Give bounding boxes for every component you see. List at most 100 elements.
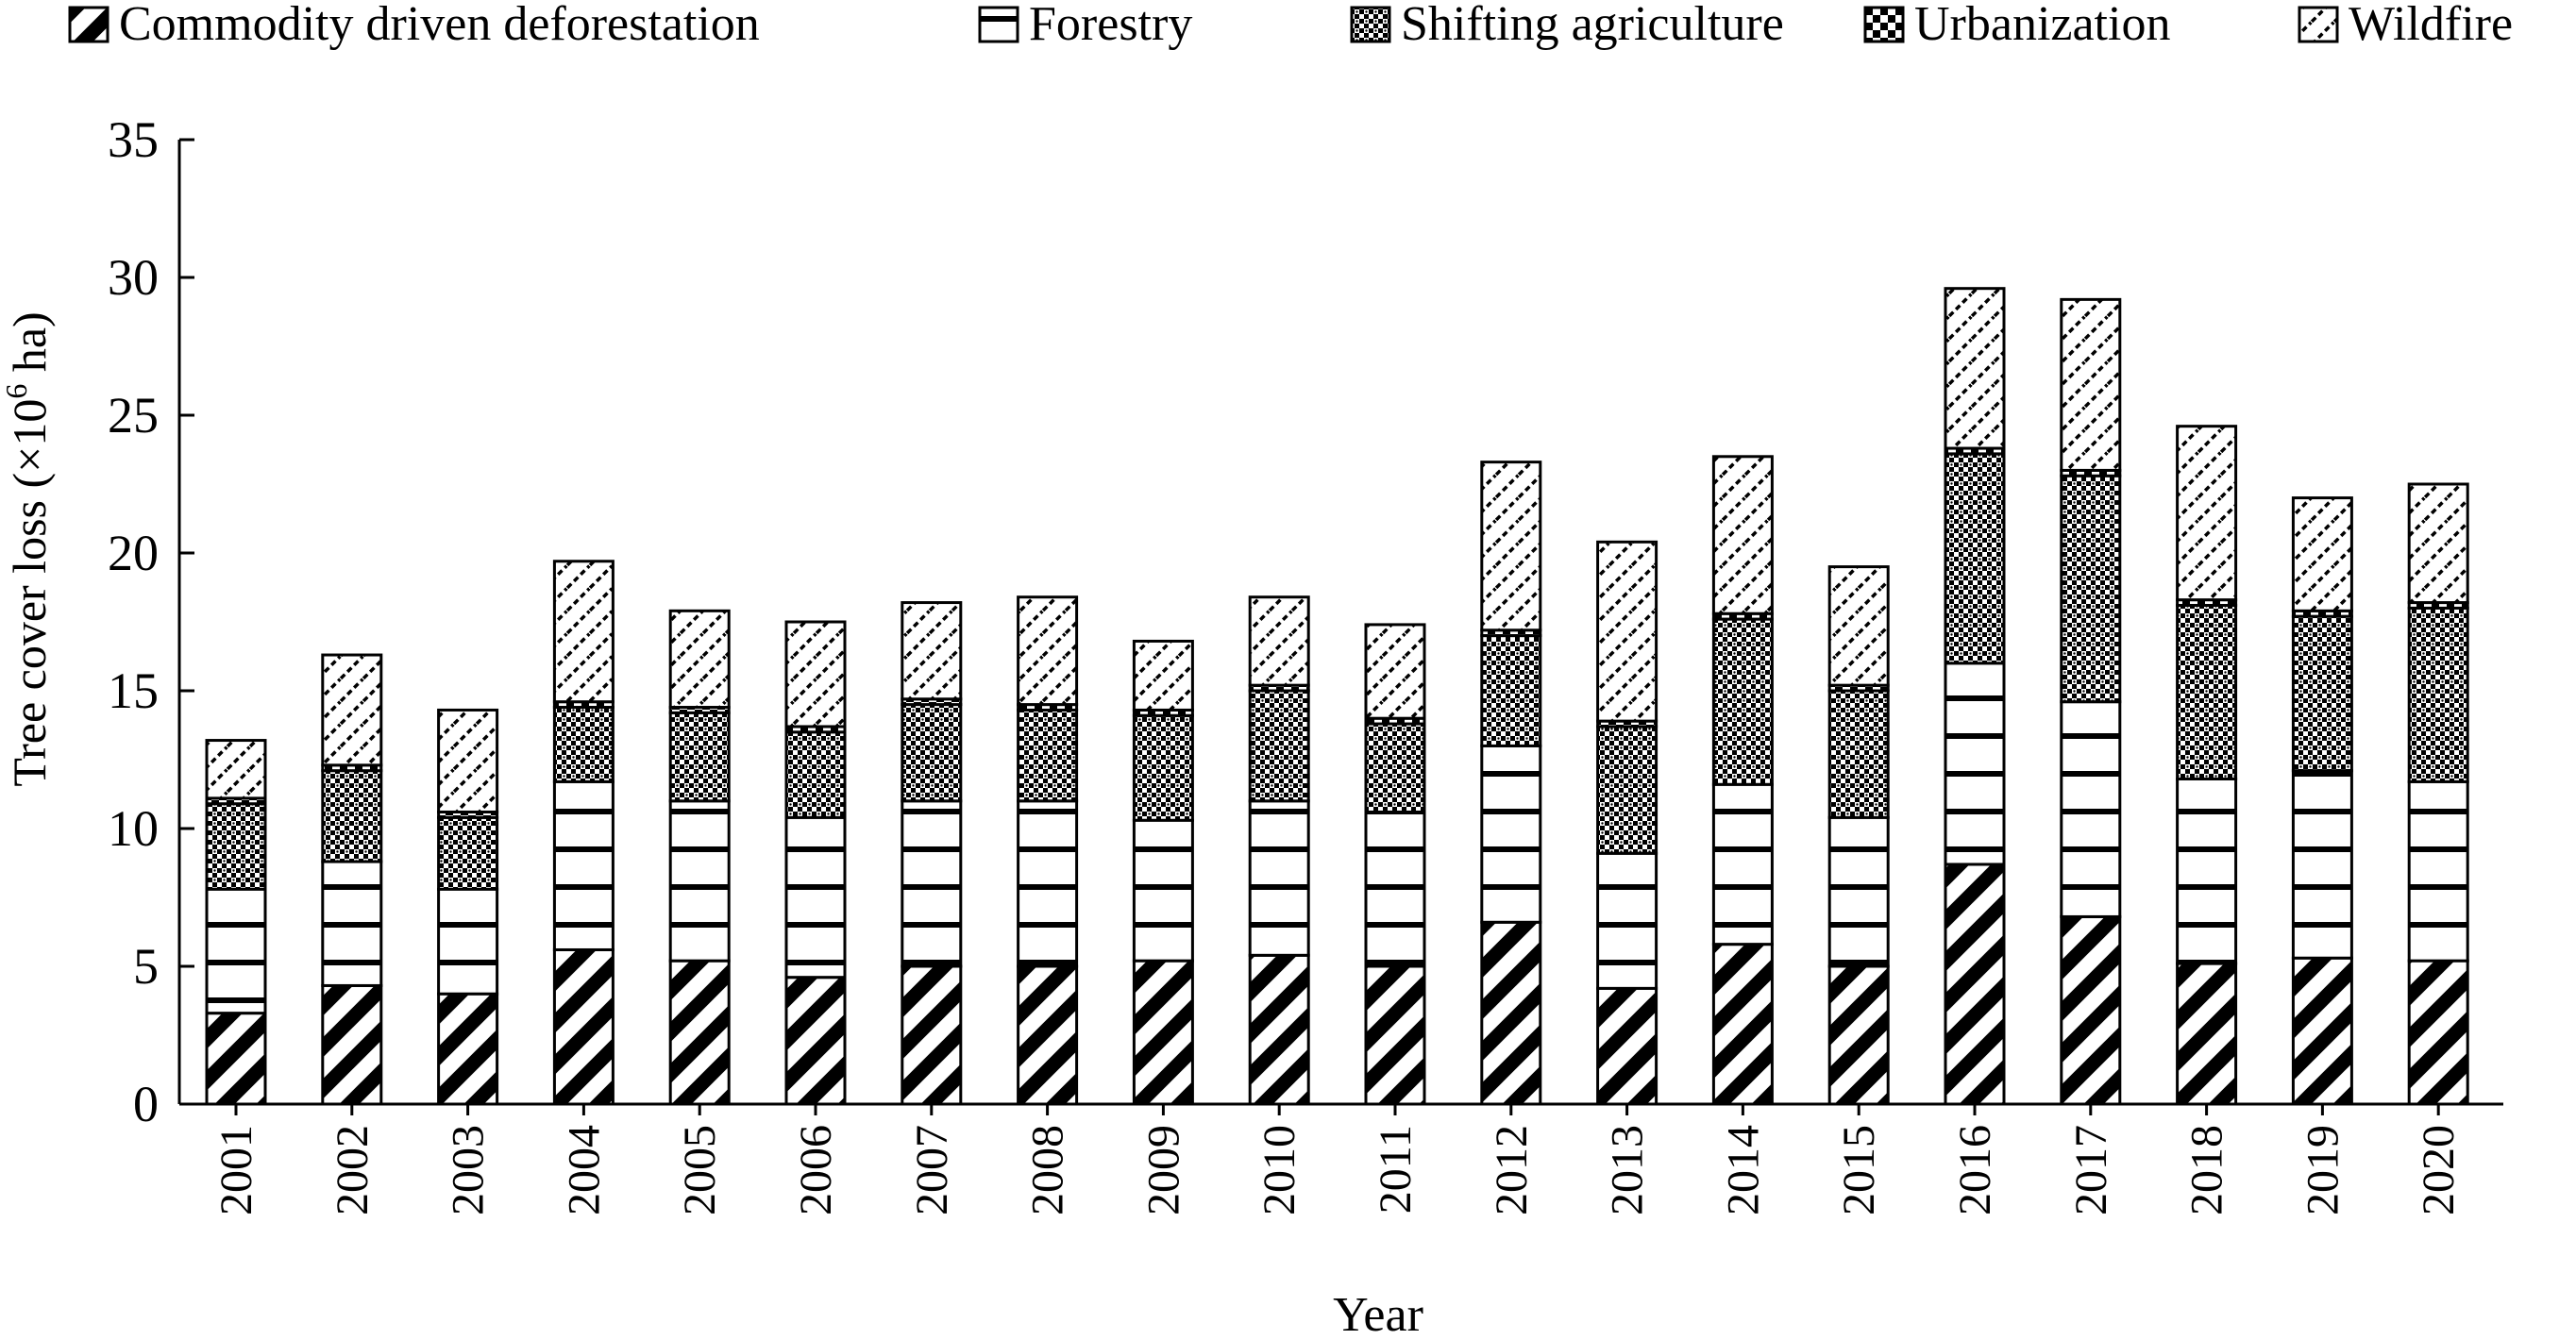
bar-shifting-agriculture-2019 [2291, 614, 2353, 773]
x-tick-label-2018: 2018 [2182, 1125, 2232, 1215]
bar-commodity-driven-deforestation-2001 [205, 1012, 267, 1106]
legend-swatch-commodity-driven-deforestation [68, 6, 109, 43]
x-tick-label-2001: 2001 [211, 1125, 261, 1215]
x-tick-label-2007: 2007 [907, 1125, 957, 1215]
bar-commodity-driven-deforestation-2016 [1944, 863, 2006, 1106]
bar-commodity-driven-deforestation-2007 [901, 964, 963, 1106]
legend-label-shifting-agriculture: Shifting agriculture [1401, 0, 1784, 51]
bar-wildfire-2019 [2291, 496, 2353, 612]
bar-commodity-driven-deforestation-2009 [1132, 959, 1194, 1106]
y-axis-title-superscript: 6 [0, 384, 33, 399]
x-tick-label-2013: 2013 [1603, 1125, 1653, 1215]
bar-shifting-agriculture-2002 [321, 769, 383, 863]
bar-wildfire-2015 [1827, 565, 1890, 687]
bar-forestry-2020 [2407, 779, 2469, 963]
bar-commodity-driven-deforestation-2002 [321, 983, 383, 1106]
legend-label-wildfire: Wildfire [2349, 0, 2513, 51]
bar-commodity-driven-deforestation-2015 [1827, 964, 1890, 1106]
bar-shifting-agriculture-2003 [437, 815, 499, 891]
bar-commodity-driven-deforestation-2020 [2407, 959, 2469, 1106]
bar-commodity-driven-deforestation-2013 [1596, 986, 1658, 1106]
bar-commodity-driven-deforestation-2003 [437, 992, 499, 1106]
bar-forestry-2012 [1480, 744, 1542, 924]
bar-wildfire-2007 [901, 601, 963, 701]
bar-commodity-driven-deforestation-2018 [2176, 962, 2238, 1106]
bar-shifting-agriculture-2006 [784, 730, 847, 819]
bar-wildfire-2011 [1364, 623, 1426, 720]
bar-shifting-agriculture-2010 [1248, 689, 1310, 803]
bar-forestry-2014 [1711, 782, 1774, 946]
bar-wildfire-2012 [1480, 461, 1542, 632]
bar-wildfire-2013 [1596, 540, 1658, 723]
bar-forestry-2004 [552, 779, 615, 951]
bar-commodity-driven-deforestation-2006 [784, 976, 847, 1106]
bar-forestry-2019 [2291, 769, 2353, 960]
bar-commodity-driven-deforestation-2014 [1711, 943, 1774, 1106]
bar-wildfire-2016 [1944, 287, 2006, 450]
bar-wildfire-2009 [1132, 639, 1194, 712]
bar-wildfire-2003 [437, 708, 499, 813]
x-tick-label-2009: 2009 [1138, 1125, 1188, 1215]
bar-forestry-2018 [2176, 777, 2238, 965]
bar-forestry-2013 [1596, 851, 1658, 990]
bar-shifting-agriculture-2018 [2176, 603, 2238, 780]
bar-wildfire-2020 [2407, 482, 2469, 605]
x-axis-title: Year [1333, 1288, 1423, 1340]
bar-shifting-agriculture-2005 [668, 711, 731, 803]
bar-shifting-agriculture-2013 [1596, 725, 1658, 855]
bar-commodity-driven-deforestation-2017 [2060, 914, 2122, 1106]
bar-forestry-2008 [1017, 799, 1079, 968]
x-tick-label-2017: 2017 [2066, 1125, 2116, 1215]
x-tick-label-2005: 2005 [675, 1125, 725, 1215]
bar-forestry-2007 [901, 799, 963, 968]
bar-forestry-2005 [668, 799, 731, 963]
bar-commodity-driven-deforestation-2010 [1248, 953, 1310, 1106]
x-tick-label-2008: 2008 [1023, 1125, 1073, 1215]
bar-shifting-agriculture-2014 [1711, 617, 1774, 786]
legend-swatch-forestry [978, 6, 1019, 43]
bar-wildfire-2004 [552, 560, 615, 704]
x-tick-label-2016: 2016 [1950, 1125, 2000, 1215]
bar-shifting-agriculture-2004 [552, 706, 615, 783]
legend-label-commodity-driven-deforestation: Commodity driven deforestation [119, 0, 760, 51]
bar-shifting-agriculture-2017 [2060, 474, 2122, 704]
x-tick-label-2004: 2004 [559, 1125, 609, 1215]
bar-forestry-2002 [321, 860, 383, 987]
bar-wildfire-2001 [205, 739, 267, 800]
bar-wildfire-2005 [668, 609, 731, 710]
bar-commodity-driven-deforestation-2012 [1480, 920, 1542, 1106]
legend-swatch-wildfire [2298, 6, 2339, 43]
bar-shifting-agriculture-2008 [1017, 708, 1079, 803]
bar-shifting-agriculture-2001 [205, 802, 267, 891]
x-tick-label-2012: 2012 [1487, 1125, 1537, 1215]
bar-shifting-agriculture-2016 [1944, 452, 2006, 665]
bar-commodity-driven-deforestation-2011 [1364, 964, 1426, 1106]
y-tick-label-5: 5 [133, 938, 159, 995]
bar-shifting-agriculture-2012 [1480, 634, 1542, 747]
bar-forestry-2009 [1132, 818, 1194, 963]
bar-wildfire-2018 [2176, 425, 2238, 602]
x-tick-label-2015: 2015 [1834, 1125, 1884, 1215]
legend-label-urbanization: Urbanization [1914, 0, 2170, 51]
bar-forestry-2006 [784, 815, 847, 980]
bar-shifting-agriculture-2009 [1132, 713, 1194, 822]
bar-wildfire-2017 [2060, 297, 2122, 472]
bar-wildfire-2006 [784, 620, 847, 729]
y-axis-title: Tree cover loss (×106 ha) [0, 311, 56, 786]
legend-swatch-urbanization [1863, 6, 1905, 43]
bar-shifting-agriculture-2011 [1364, 722, 1426, 813]
y-tick-label-30: 30 [108, 249, 159, 306]
x-tick-label-2014: 2014 [1718, 1125, 1768, 1215]
x-tick-label-2020: 2020 [2414, 1125, 2464, 1215]
legend: Commodity driven deforestation Forestry Sh… [68, 0, 2513, 51]
y-axis-title-tail: ha) [3, 311, 56, 383]
legend-swatch-shifting-agriculture [1350, 6, 1391, 43]
axes-layer: 0 5 10 15 20 25 30 35 2001 2002 2003 2004 2005 2006 20… [108, 111, 2503, 1215]
y-tick-label-35: 35 [108, 111, 159, 168]
bar-commodity-driven-deforestation-2008 [1017, 964, 1079, 1106]
bar-forestry-2011 [1364, 810, 1426, 968]
bar-shifting-agriculture-2020 [2407, 606, 2469, 783]
bar-forestry-2001 [205, 887, 267, 1015]
bar-wildfire-2010 [1248, 595, 1310, 687]
x-tick-label-2019: 2019 [2298, 1125, 2348, 1215]
